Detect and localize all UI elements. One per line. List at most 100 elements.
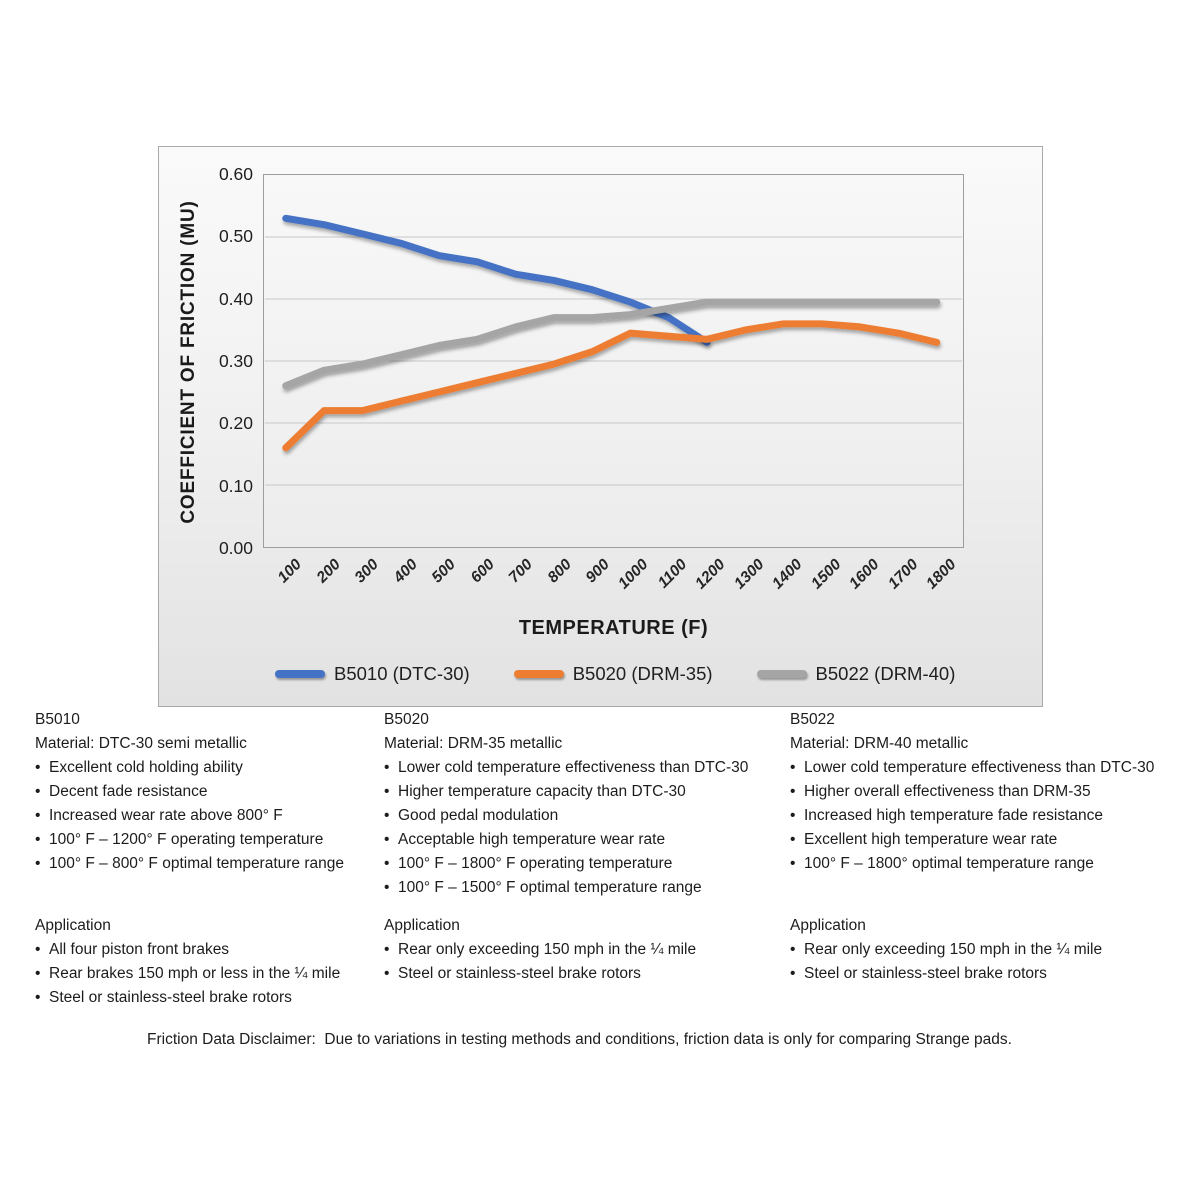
spec-column-b5022: B5022 Material: DRM-40 metallic • Lower c…	[790, 708, 1200, 986]
y-tick-label: 0.10	[218, 475, 253, 496]
y-tick-label: 0.50	[218, 226, 253, 247]
disclaimer-text: Friction Data Disclaimer: Due to variati…	[147, 1031, 1012, 1048]
chart-legend: B5010 (DTC-30) B5020 (DRM-35) B5022 (DRM-4…	[275, 662, 976, 686]
legend-swatch	[513, 670, 564, 678]
feature-item-text: 100° F – 1800° optimal temperature range	[804, 855, 1094, 872]
bullet-icon: •	[384, 965, 390, 982]
chart-canvas	[264, 214, 963, 486]
feature-item-text: 100° F – 1500° F optimal temperature ran…	[398, 879, 702, 896]
legend-label: B5010 (DTC-30)	[334, 663, 470, 684]
x-tick-label: 1600	[846, 556, 883, 593]
feature-item: • Excellent high temperature wear rate	[790, 828, 1200, 852]
feature-list: • Lower cold temperature effectiveness th…	[384, 756, 794, 914]
application-item-text: Rear only exceeding 150 mph in the ¼ mil…	[804, 941, 1103, 958]
feature-item-text: Good pedal modulation	[398, 807, 559, 824]
spec-column-b5020: B5020 Material: DRM-35 metallic • Lower c…	[384, 708, 794, 986]
bullet-icon: •	[790, 941, 796, 958]
feature-item-text: Excellent high temperature wear rate	[804, 831, 1058, 848]
application-item-text: Steel or stainless-steel brake rotors	[804, 965, 1047, 982]
feature-item-text: 100° F – 800° F optimal temperature rang…	[49, 855, 344, 872]
x-tick-label: 100	[274, 556, 306, 587]
feature-item: • Increased wear rate above 800° F	[35, 804, 395, 828]
application-item-text: Steel or stainless-steel brake rotors	[49, 989, 292, 1006]
material-line: Material: DRM-35 metallic	[384, 735, 563, 752]
application-item-text: Steel or stainless-steel brake rotors	[398, 965, 641, 982]
legend-item: B5022 (DRM-40)	[756, 663, 956, 685]
application-list: • All four piston front brakes • Rear brake…	[35, 938, 395, 1010]
spec-column-b5010: B5010 Material: DTC-30 semi metallic • Ex…	[35, 708, 395, 1010]
x-tick-label: 200	[313, 556, 344, 587]
y-tick-label: 0.60	[218, 164, 253, 184]
series-line-b5020	[282, 320, 941, 452]
application-item: • Steel or stainless-steel brake rotors	[790, 962, 1200, 986]
feature-list: • Lower cold temperature effectiveness th…	[790, 756, 1200, 914]
feature-item: • 100° F – 1500° F optimal temperature ra…	[384, 876, 794, 900]
material-line: Material: DRM-40 metallic	[790, 735, 969, 752]
application-heading: Application	[790, 917, 866, 934]
y-tick-label: 0.40	[218, 288, 253, 309]
x-tick-label: 600	[467, 556, 498, 587]
application-list: • Rear only exceeding 150 mph in the ¼ mi…	[790, 938, 1200, 986]
bullet-icon: •	[35, 783, 41, 800]
bullet-icon: •	[790, 807, 796, 824]
application-item-text: All four piston front brakes	[49, 941, 230, 958]
feature-item-text: Lower cold temperature effectiveness tha…	[804, 759, 1155, 776]
material-line: Material: DTC-30 semi metallic	[35, 735, 247, 752]
feature-item-text: Excellent cold holding ability	[49, 759, 243, 776]
series-line-b5022	[282, 298, 941, 390]
feature-item-text: Decent fade resistance	[49, 783, 208, 800]
application-item: • Rear brakes 150 mph or less in the ¼ mi…	[35, 962, 395, 986]
x-tick-label: 1200	[692, 556, 729, 593]
column-heading: B5022	[790, 711, 835, 728]
feature-item-text: Higher temperature capacity than DTC-30	[398, 783, 686, 800]
bullet-icon: •	[35, 965, 41, 982]
legend-label: B5022 (DRM-40)	[815, 663, 956, 684]
feature-item: • 100° F – 1800° F operating temperature	[384, 852, 794, 876]
x-tick-label: 1500	[807, 556, 845, 593]
legend-swatch	[275, 670, 325, 678]
feature-item: • 100° F – 1800° optimal temperature rang…	[790, 852, 1200, 876]
feature-item: • Lower cold temperature effectiveness th…	[384, 756, 794, 780]
legend-item: B5010 (DTC-30)	[275, 663, 470, 685]
series-line-b5010	[282, 214, 711, 346]
x-tick-label: 500	[428, 556, 460, 587]
application-item: • Steel or stainless-steel brake rotors	[35, 986, 395, 1010]
feature-item-text: Higher overall effectiveness than DRM-35	[804, 783, 1091, 800]
bullet-icon: •	[384, 759, 390, 776]
bullet-icon: •	[790, 965, 796, 982]
column-heading: B5020	[384, 711, 429, 728]
x-tick-label: 1400	[769, 556, 806, 593]
x-tick-label: 800	[544, 556, 575, 587]
bullet-icon: •	[790, 831, 796, 848]
bullet-icon: •	[35, 759, 41, 776]
bullet-icon: •	[790, 783, 796, 800]
x-tick-label: 900	[582, 556, 614, 587]
bullet-icon: •	[384, 879, 390, 896]
feature-item-text: 100° F – 1800° F operating temperature	[398, 855, 673, 872]
x-tick-label: 1000	[615, 556, 652, 593]
bullet-icon: •	[790, 759, 796, 776]
x-tick-label: 400	[390, 556, 421, 587]
feature-item: • 100° F – 800° F optimal temperature ran…	[35, 852, 395, 876]
feature-item: • Increased high temperature fade resista…	[790, 804, 1200, 828]
application-item: • All four piston front brakes	[35, 938, 395, 962]
bullet-icon: •	[35, 807, 41, 824]
y-tick-label: 0.00	[218, 538, 253, 558]
bullet-icon: •	[384, 831, 390, 848]
feature-item-text: Increased wear rate above 800° F	[49, 807, 283, 824]
friction-chart-panel: COEFFICIENT OF FRICTION (MU) 0.00 0.10 0.2…	[158, 146, 1043, 707]
x-tick-label: 1800	[923, 556, 960, 593]
feature-item: • Higher temperature capacity than DTC-30	[384, 780, 794, 804]
x-axis-title: TEMPERATURE (F)	[518, 617, 709, 639]
feature-item: • Lower cold temperature effectiveness th…	[790, 756, 1200, 780]
x-tick-label: 700	[505, 556, 537, 587]
feature-item: • Higher overall effectiveness than DRM-3…	[790, 780, 1200, 804]
bullet-icon: •	[790, 855, 796, 872]
feature-list: • Excellent cold holding ability • Decent f…	[35, 756, 395, 914]
legend-item: B5020 (DRM-35)	[513, 663, 713, 685]
application-item: • Steel or stainless-steel brake rotors	[384, 962, 794, 986]
bullet-icon: •	[384, 783, 390, 800]
legend-swatch	[756, 670, 807, 678]
bullet-icon: •	[35, 831, 41, 848]
